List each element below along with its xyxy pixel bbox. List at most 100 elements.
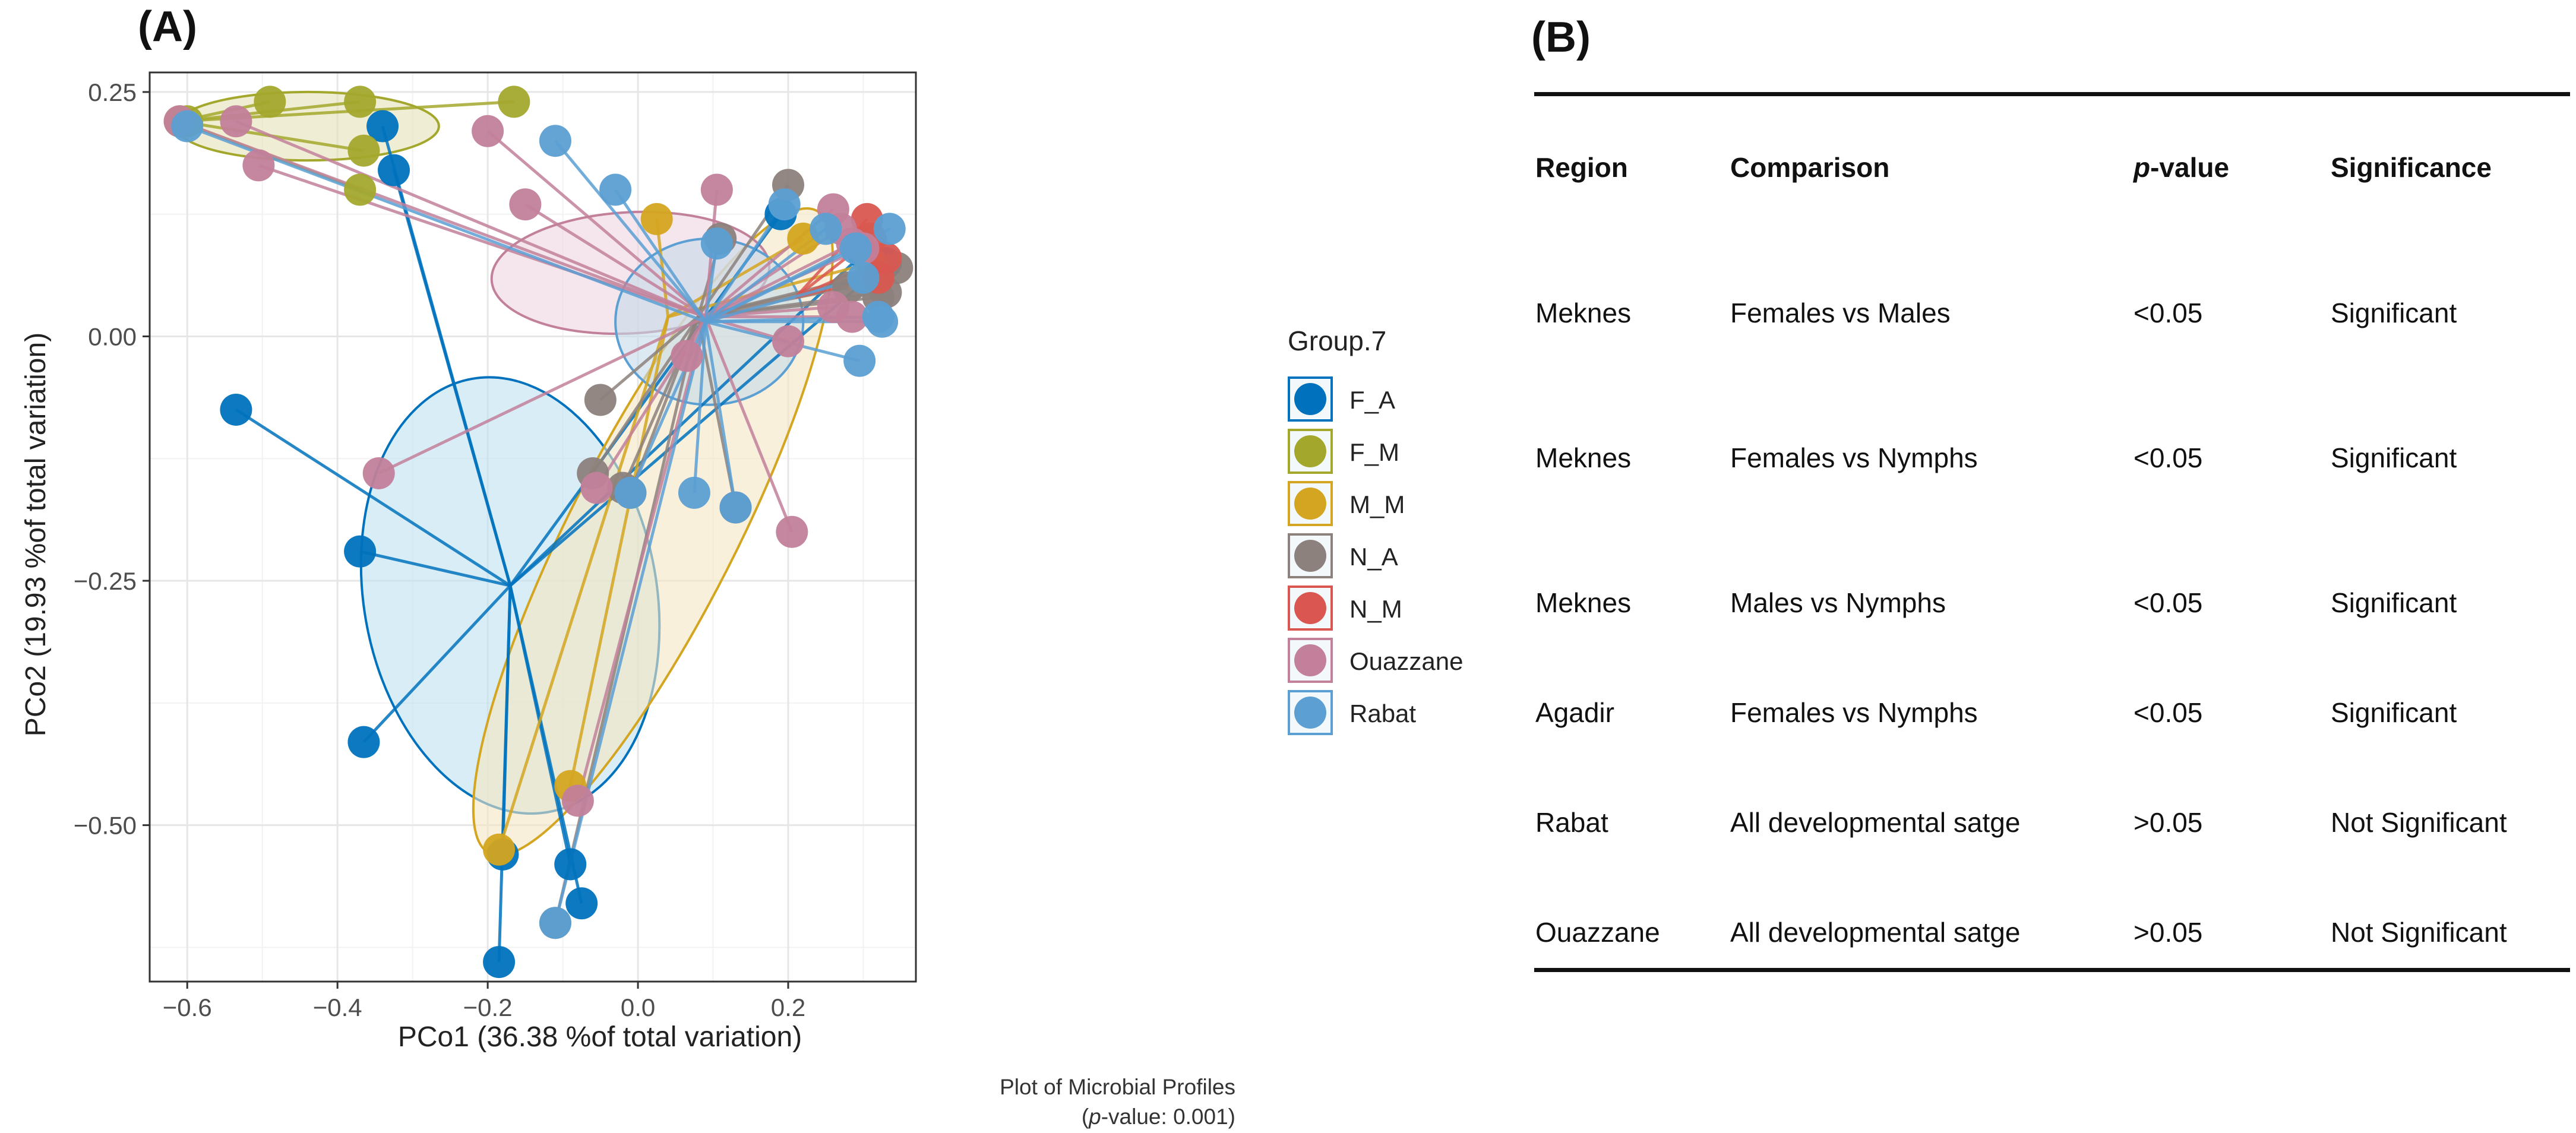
table-cell-region: Agadir (1535, 697, 1614, 728)
point-ouazzane (472, 115, 504, 147)
spoke-rabat (704, 321, 737, 508)
spoke-rabat (614, 189, 707, 323)
point-rabat (768, 188, 801, 221)
spoke-ouazzane (235, 120, 706, 318)
table-cell-comparison: All developmental satge (1730, 917, 2021, 948)
point-f-m (344, 173, 377, 206)
table-cell-significance: Significant (2331, 442, 2457, 473)
point-ouazzane (561, 784, 594, 817)
spoke-ouazzane (524, 203, 707, 318)
point-f-m (254, 86, 286, 118)
header-comparison: Comparison (1730, 152, 1890, 183)
legend-marker-rabat (1294, 697, 1326, 729)
spoke-f-a (362, 584, 511, 743)
point-ouazzane (671, 340, 703, 372)
spoke-rabat (554, 140, 707, 323)
point-ouazzane (700, 173, 733, 206)
point-ouazzane (220, 105, 252, 138)
panel-label-b: (B) (1531, 14, 1591, 61)
point-f-a (378, 154, 410, 186)
legend-marker-n-m (1294, 592, 1326, 624)
point-m-m (640, 202, 673, 235)
x-tick-label: 0.2 (771, 993, 805, 1021)
point-ouazzane (580, 471, 613, 504)
point-rabat (873, 213, 906, 245)
subtitle-p-rest: -value: 0.001 (1101, 1104, 1228, 1129)
spoke-ouazzane (258, 164, 706, 318)
spoke-ouazzane (576, 316, 707, 802)
point-rabat (599, 173, 632, 206)
point-rabat (539, 907, 571, 939)
point-rabat (839, 232, 872, 265)
table-cell-comparison: All developmental satge (1730, 807, 2021, 838)
y-tick-label: −0.50 (74, 812, 137, 840)
y-axis-label: PCo2 (19.93 %of total variation) (20, 333, 52, 736)
pcoa-chart: −0.6 −0.4 −0.2 0.0 0.2 0.25 0.00 −0.25 −0.50 PCo… (20, 71, 1463, 1129)
table-cell-region: Rabat (1535, 807, 1608, 838)
table-top-rule (1534, 92, 2570, 96)
table-cell-comparison: Males vs Nymphs (1730, 587, 1946, 618)
table-cell-region: Meknes (1535, 442, 1632, 473)
spoke-f-a (497, 586, 512, 963)
point-rabat (678, 476, 710, 509)
subtitle-p: p (1088, 1104, 1101, 1129)
plot-border (148, 71, 917, 983)
spoke-ouazzane (704, 316, 794, 533)
point-m-m (483, 833, 516, 866)
table-cell-significance: Significant (2331, 298, 2457, 328)
table-cell-p-value: >0.05 (2134, 917, 2203, 948)
point-f-a (344, 535, 377, 568)
header-p-italic: p (2134, 152, 2151, 183)
legend-marker-m-m (1294, 488, 1326, 520)
tick-layer: −0.6 −0.4 −0.2 0.0 0.2 0.25 0.00 −0.25 −0.50 (74, 78, 805, 1021)
legend-marker-f-m (1294, 435, 1326, 467)
legend-label-f-m: F_M (1349, 438, 1399, 466)
y-tick-label: 0.00 (88, 322, 137, 350)
legend-label-m-m: M_M (1349, 490, 1405, 518)
spoke-n-a (599, 315, 699, 401)
legend-label-ouazzane: Ouazzane (1349, 647, 1463, 675)
legend-marker-ouazzane (1294, 644, 1326, 676)
table-cell-comparison: Females vs Nymphs (1730, 442, 1978, 473)
spoke-m-m (568, 317, 670, 787)
point-f-a (220, 393, 252, 426)
legend-label-n-a: N_A (1349, 543, 1398, 571)
point-rabat (539, 125, 571, 157)
point-layer (163, 86, 914, 979)
chart-title: Plot of Microbial Profiles (1000, 1075, 1235, 1099)
point-f-a (565, 887, 598, 920)
header-significance: Significance (2331, 152, 2492, 183)
table-cell-p-value: <0.05 (2134, 442, 2203, 473)
point-f-m (344, 86, 377, 118)
spoke-rabat (693, 321, 707, 493)
spoke-layer (179, 100, 897, 963)
spoke-ouazzane (378, 315, 706, 475)
legend-marker-n-a (1294, 540, 1326, 572)
point-ouazzane (836, 300, 868, 333)
table-cell-p-value: >0.05 (2134, 807, 2203, 838)
spoke-rabat (554, 321, 707, 923)
point-rabat (843, 344, 876, 377)
legend-label-n-m: N_M (1349, 595, 1402, 623)
panel-label-a: (A) (138, 3, 197, 50)
point-n-a (584, 384, 617, 416)
table-cell-region: Meknes (1535, 587, 1632, 618)
spoke-f-a (392, 169, 512, 586)
point-f-m (498, 86, 530, 118)
point-rabat (614, 476, 647, 509)
table-bottom-rule (1534, 968, 2570, 972)
header-p-value: p-value (2134, 151, 2229, 183)
y-tick-label: 0.25 (88, 78, 137, 106)
legend-marker-f-a (1294, 383, 1326, 415)
point-ouazzane (242, 149, 275, 182)
table-cell-significance: Significant (2331, 697, 2457, 728)
table-cell-p-value: <0.05 (2134, 298, 2203, 328)
point-ouazzane (509, 188, 542, 221)
legend-label-f-a: F_A (1349, 386, 1395, 414)
x-tick-label: −0.4 (313, 993, 362, 1021)
point-ouazzane (776, 515, 808, 548)
point-f-a (554, 848, 587, 881)
point-rabat (719, 491, 752, 524)
point-rabat (866, 305, 899, 338)
spoke-rabat (187, 125, 706, 324)
